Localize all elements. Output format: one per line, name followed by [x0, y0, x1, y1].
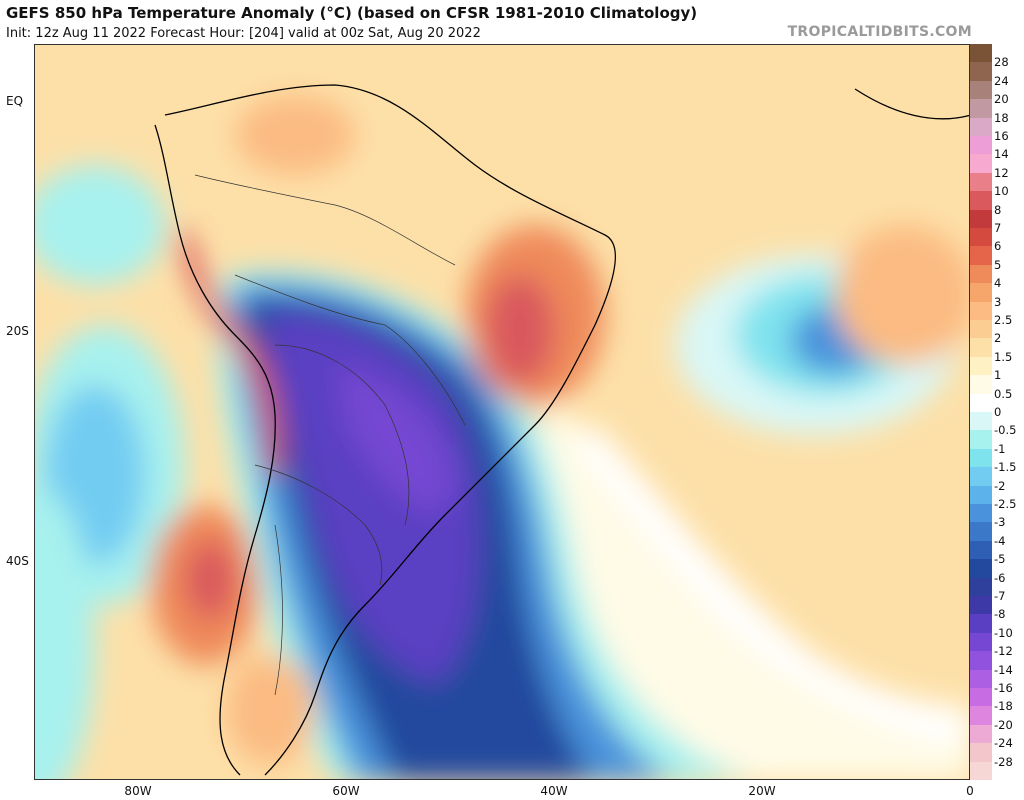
colorbar-label: 24: [994, 73, 1009, 88]
colorbar-cell: [970, 430, 992, 450]
colorbar-cell: [970, 356, 992, 376]
colorbar-label: 10: [994, 184, 1009, 199]
country-borders: [194, 174, 466, 696]
colorbar-label: 18: [994, 110, 1009, 125]
colorbar-label: 6: [994, 239, 1002, 254]
colorbar-cell: [970, 522, 992, 542]
colorbar-cell: [970, 80, 992, 100]
colorbar-label: 20: [994, 92, 1009, 107]
colorbar-cell: [970, 209, 992, 229]
colorbar-label: 1: [994, 368, 1002, 383]
colorbar-cell: [970, 62, 992, 82]
lon-label: 80W: [124, 784, 152, 798]
colorbar-cell: [970, 706, 992, 726]
lon-label: 0: [966, 784, 974, 798]
colorbar-cell: [970, 669, 992, 689]
colorbar-label: -8: [994, 607, 1006, 622]
colorbar-label: -5: [994, 552, 1006, 567]
colorbar-label: 5: [994, 257, 1002, 272]
colorbar-cell: [970, 246, 992, 266]
colorbar-label: 2.5: [994, 313, 1013, 327]
colorbar-cell: [970, 448, 992, 468]
colorbar-label: 3: [994, 294, 1002, 309]
colorbar-label: -2: [994, 478, 1006, 493]
colorbar-label: -18: [994, 699, 1013, 714]
map-canvas: [35, 45, 969, 779]
coastlines: [154, 84, 969, 776]
colorbar: [970, 44, 992, 780]
colorbar-cell: [970, 540, 992, 560]
colorbar-label: 0: [994, 405, 1002, 419]
colorbar-label: -2.5: [994, 497, 1017, 511]
brand-watermark: TROPICALTIDBITS.COM: [787, 24, 972, 40]
colorbar-cell: [970, 44, 992, 63]
colorbar-cell: [970, 724, 992, 744]
colorbar-cell: [970, 651, 992, 671]
colorbar-label: -14: [994, 662, 1013, 677]
colorbar-label: -3: [994, 515, 1006, 530]
colorbar-cell: [970, 264, 992, 284]
colorbar-label: -24: [994, 736, 1013, 751]
colorbar-label: -16: [994, 681, 1013, 695]
lon-label: 60W: [332, 784, 360, 798]
colorbar-cell: [970, 117, 992, 137]
colorbar-cell: [970, 393, 992, 413]
colorbar-label: -20: [994, 717, 1013, 732]
colorbar-cell: [970, 614, 992, 634]
colorbar-label: -0.5: [994, 423, 1017, 438]
chart-title: GEFS 850 hPa Temperature Anomaly (°C) (b…: [6, 4, 698, 22]
colorbar-cell: [970, 504, 992, 523]
colorbar-cell: [970, 172, 992, 192]
colorbar-cell: [970, 136, 992, 155]
colorbar-label: -6: [994, 570, 1006, 585]
colorbar-cell: [970, 154, 992, 174]
colorbar-label: -1: [994, 441, 1006, 456]
colorbar-cell: [970, 596, 992, 615]
colorbar-label: 8: [994, 202, 1002, 217]
colorbar-cell: [970, 577, 992, 597]
colorbar-cell: [970, 301, 992, 321]
colorbar-labels: 28 24 20 18 16 14 12 10 8 7 6 5 4 3 2.5 2 1.5 1 0.5 0 -0.5 -1…: [994, 44, 1024, 780]
lon-label: 20W: [748, 784, 776, 798]
lat-label: 20S: [6, 323, 29, 338]
colorbar-label: 12: [994, 165, 1009, 180]
colorbar-cell: [970, 375, 992, 395]
colorbar-label: 4: [994, 276, 1002, 291]
colorbar-label: -1.5: [994, 460, 1017, 475]
colorbar-cell: [970, 743, 992, 763]
colorbar-cell: [970, 99, 992, 119]
colorbar-cell: [970, 283, 992, 303]
colorbar-label: -12: [994, 644, 1013, 659]
colorbar-label: 16: [994, 129, 1009, 143]
colorbar-label: 14: [994, 147, 1009, 162]
colorbar-cell: [970, 559, 992, 579]
lat-label: EQ: [6, 93, 24, 108]
colorbar-cell: [970, 688, 992, 707]
lat-label: 40S: [6, 553, 29, 568]
colorbar-label: -28: [994, 754, 1013, 769]
colorbar-label: -10: [994, 625, 1013, 640]
colorbar-label: -7: [994, 589, 1006, 603]
colorbar-cell: [970, 467, 992, 487]
colorbar-label: 1.5: [994, 349, 1013, 364]
colorbar-cell: [970, 761, 992, 780]
colorbar-cell: [970, 320, 992, 339]
colorbar-cell: [970, 412, 992, 431]
colorbar-label: 7: [994, 221, 1002, 235]
chart-subtitle: Init: 12z Aug 11 2022 Forecast Hour: [20…: [6, 26, 481, 41]
colorbar-label: -4: [994, 533, 1006, 548]
anomaly-map: [34, 44, 970, 780]
colorbar-cell: [970, 191, 992, 211]
colorbar-cell: [970, 228, 992, 247]
anomaly-field: [35, 95, 969, 779]
colorbar-label: 0.5: [994, 386, 1013, 401]
lon-label: 40W: [540, 784, 568, 798]
colorbar-label: 2: [994, 331, 1002, 346]
colorbar-label: 28: [994, 55, 1009, 70]
colorbar-cell: [970, 632, 992, 652]
colorbar-cell: [970, 338, 992, 358]
colorbar-cell: [970, 485, 992, 505]
